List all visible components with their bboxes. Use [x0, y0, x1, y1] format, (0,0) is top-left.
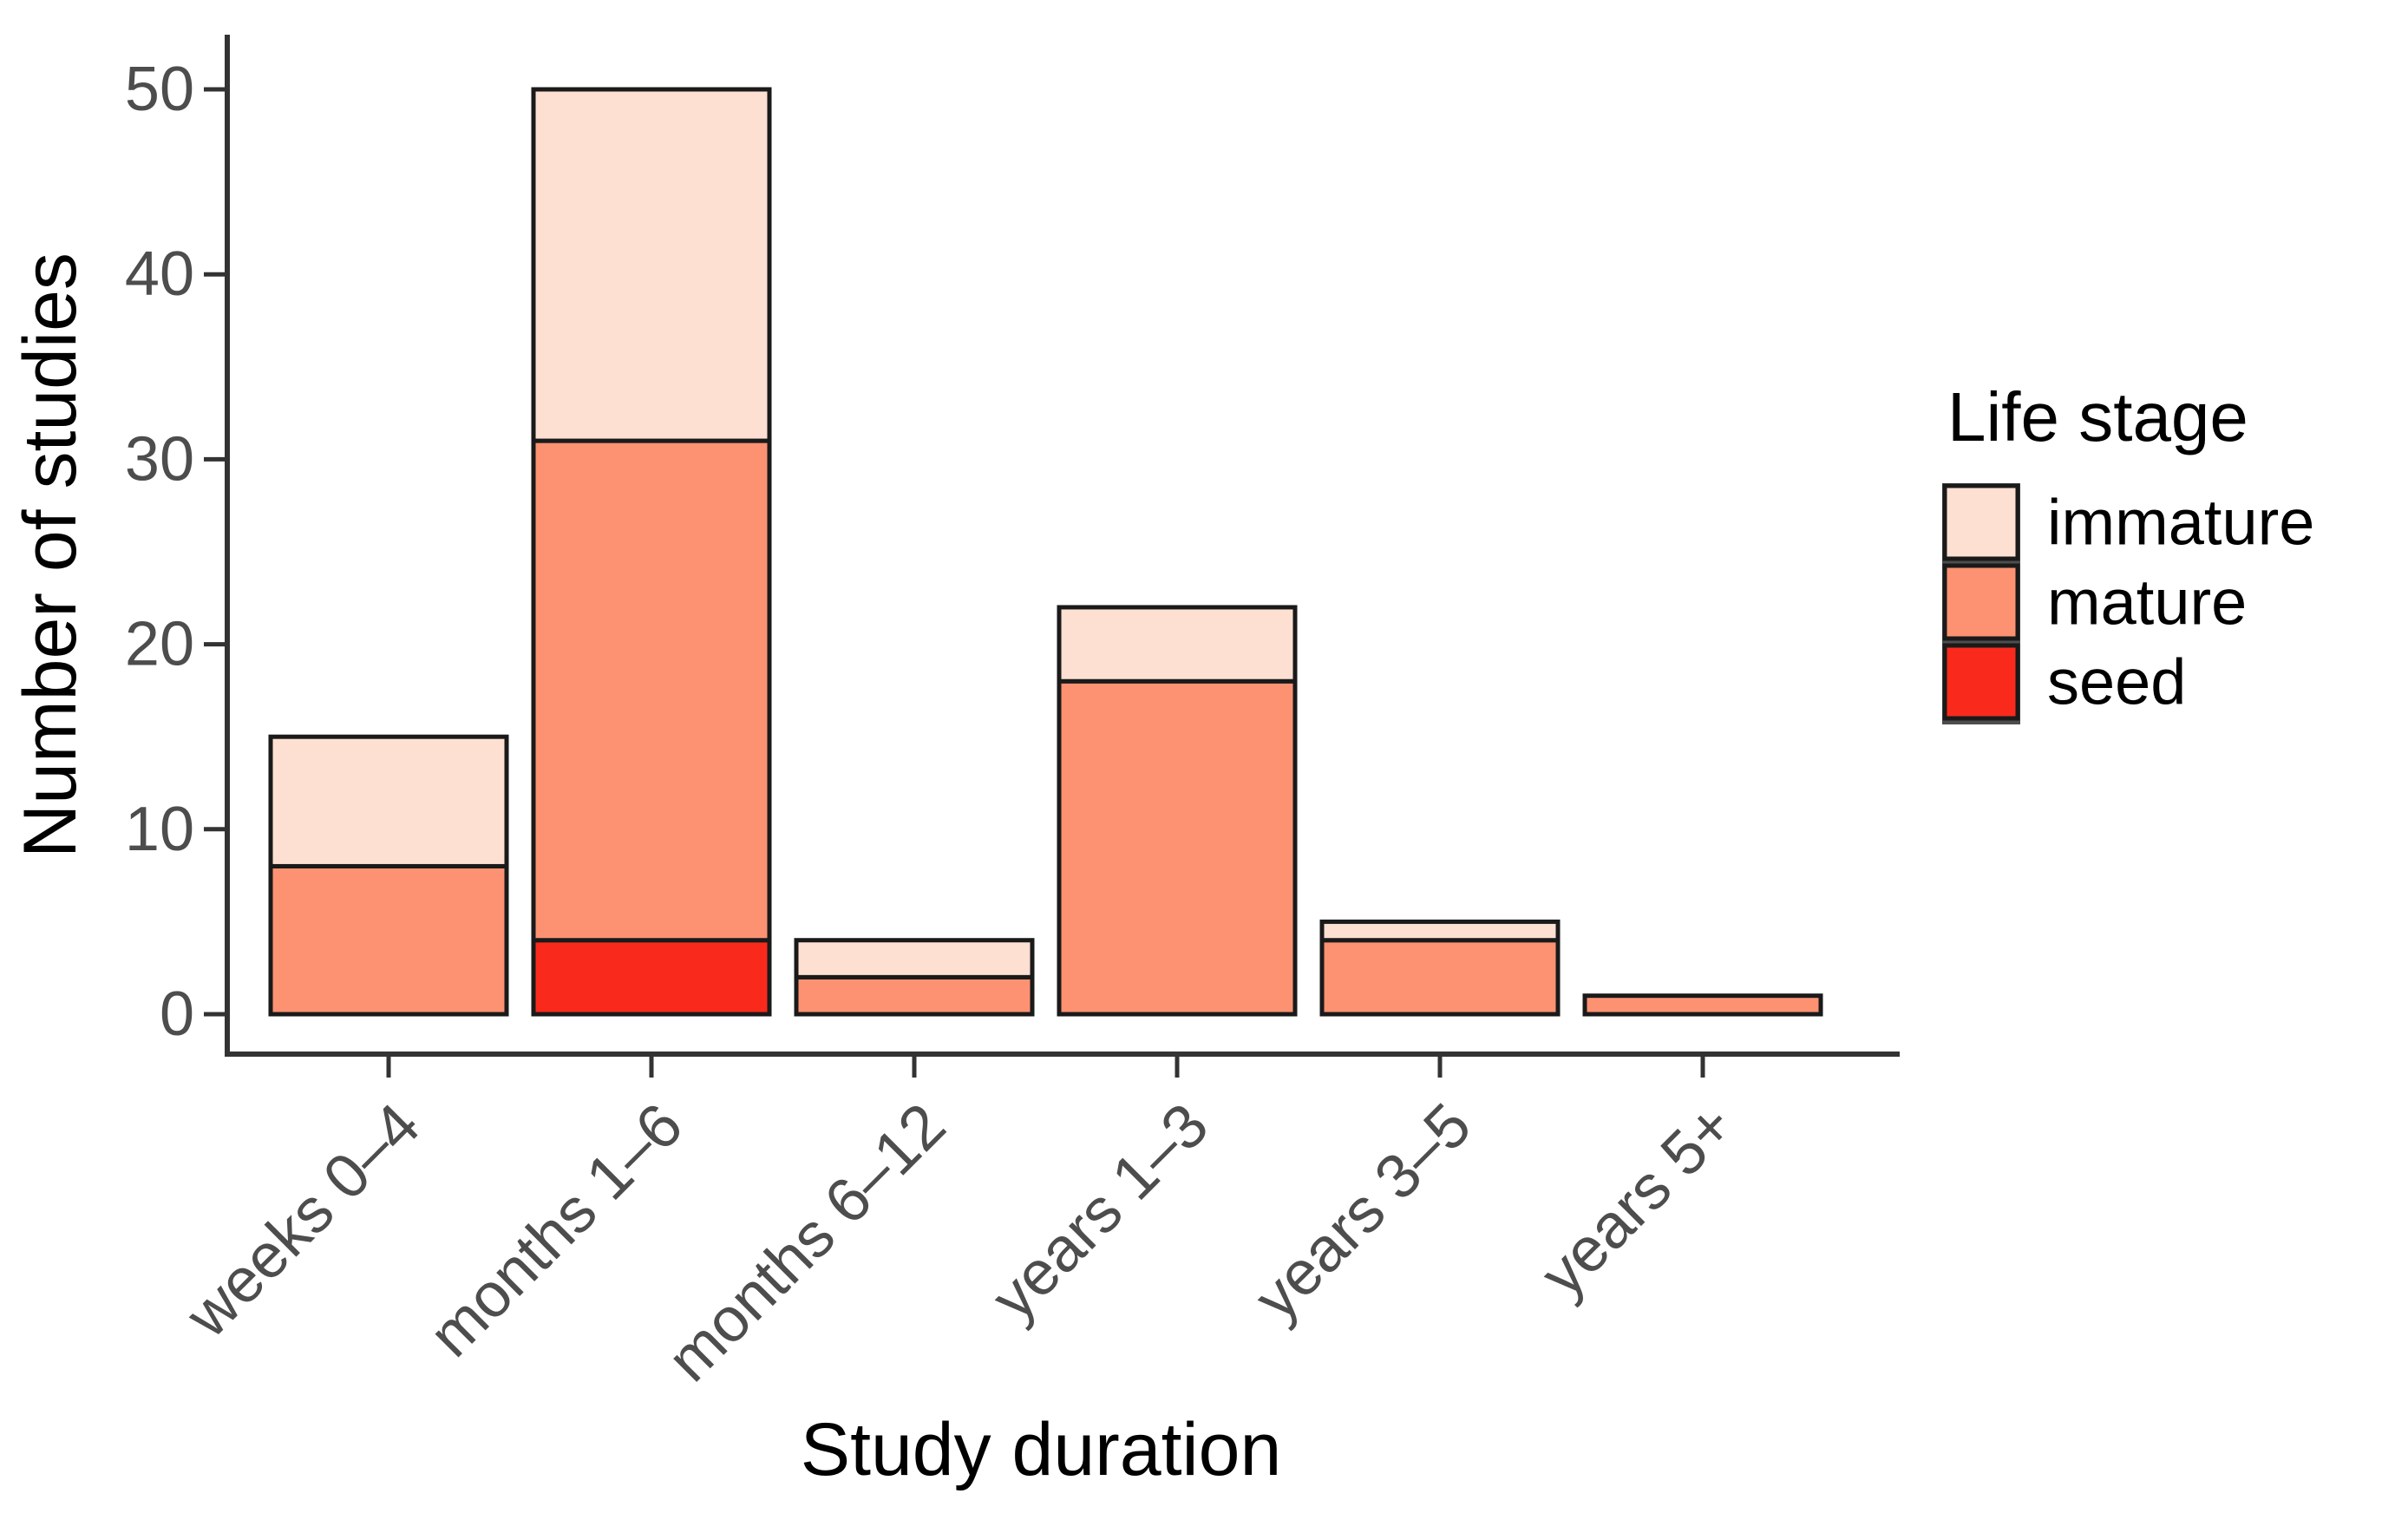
- x-tick-label: weeks 0–4: [173, 1091, 434, 1352]
- x-tick-label: years 1–3: [978, 1091, 1221, 1333]
- x-axis-title: Study duration: [801, 1408, 1282, 1491]
- bar-segment-immature: [1057, 605, 1298, 684]
- legend-title: Life stage: [1947, 378, 2248, 455]
- bar-segment-immature: [531, 87, 772, 443]
- y-tick-label: 50: [125, 55, 194, 124]
- y-axis-title: Number of studies: [9, 252, 92, 858]
- bar-segment-mature: [794, 974, 1035, 1017]
- legend-label-immature: immature: [2047, 487, 2314, 559]
- bar-segment-mature: [1582, 993, 1823, 1017]
- y-tick-label: 30: [125, 424, 194, 494]
- y-tick-label: 40: [125, 239, 194, 309]
- x-tick-label: months 6–12: [654, 1091, 959, 1395]
- x-tick-label: years 5+: [1528, 1091, 1747, 1310]
- bar-segment-mature: [1319, 938, 1561, 1017]
- legend-label-seed: seed: [2047, 646, 2186, 718]
- axes-group: [225, 35, 1900, 1057]
- bar-segment-mature: [1057, 678, 1298, 1017]
- legend-swatch-mature: [1942, 563, 2020, 641]
- bar-segment-mature: [531, 438, 772, 943]
- x-tick-label: months 1–6: [416, 1091, 697, 1371]
- bar-segment-immature: [1319, 919, 1561, 943]
- legend-swatch-seed: [1942, 643, 2020, 721]
- legend-swatch-immature: [1942, 483, 2020, 561]
- bar-segment-seed: [531, 938, 772, 1017]
- bar-segment-immature: [268, 734, 509, 868]
- y-tick-label: 0: [160, 979, 194, 1049]
- bar-segment-immature: [794, 938, 1035, 979]
- y-axis-ticks-group: 0 10 20 30 40 50: [125, 55, 227, 1049]
- y-tick-label: 20: [125, 610, 194, 679]
- bar-segment-mature: [268, 863, 509, 1017]
- legend-label-mature: mature: [2047, 567, 2247, 639]
- y-tick-label: 10: [125, 795, 194, 864]
- x-tick-label: years 3–5: [1241, 1091, 1484, 1333]
- bars-group: [268, 87, 1823, 1017]
